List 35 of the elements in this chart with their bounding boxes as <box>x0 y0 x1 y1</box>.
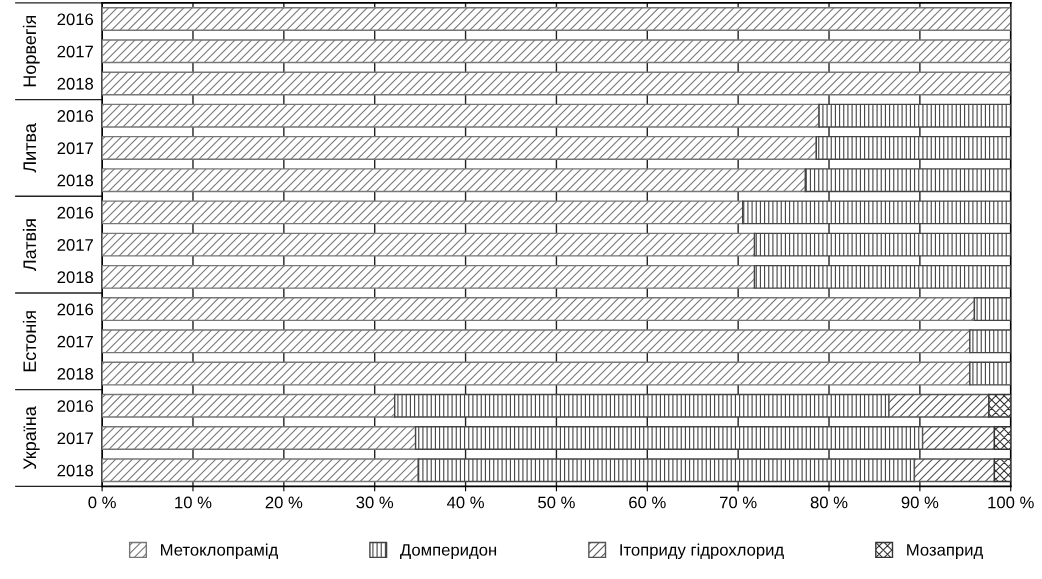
x-tick-label: 20 % <box>265 496 303 509</box>
text: Естонія <box>22 311 37 372</box>
y-tick-label: 2017 <box>57 142 93 155</box>
x-tick-label: 10 % <box>175 496 212 509</box>
x-tick-label: 0 % <box>88 496 116 509</box>
x-tick-label: 50 % <box>538 496 575 509</box>
legend-label: Метоклопрамід <box>161 543 278 560</box>
y-tick-label: 2018 <box>57 367 94 380</box>
text: Норвегія <box>22 16 40 87</box>
y-tick-label: 2016 <box>57 206 94 219</box>
x-tick-label: 60 % <box>629 496 666 509</box>
x-tick-label: 30 % <box>356 496 394 509</box>
text: Україна <box>23 406 40 470</box>
y-tick-label: 2018 <box>57 174 94 187</box>
y-tick-label: 2018 <box>57 271 94 284</box>
text: Латвія <box>22 219 37 272</box>
x-tick-label: 70 % <box>720 496 757 509</box>
y-tick-label: 2016 <box>57 303 94 316</box>
y-tick-label: 2017 <box>57 432 93 445</box>
y-tick-label: 2018 <box>57 464 94 477</box>
y-tick-label: 2017 <box>57 239 93 251</box>
legend-label: Ітоприду гідрохлорид <box>620 543 784 560</box>
x-tick-label: 80 % <box>810 496 848 509</box>
y-tick-label: 2016 <box>57 400 94 412</box>
x-tick-label: 90 % <box>901 496 939 509</box>
y-tick-label: 2017 <box>57 45 93 58</box>
x-tick-label: 100 % <box>988 496 1034 509</box>
y-tick-label: 2016 <box>57 13 94 26</box>
x-tick-label: 40 % <box>446 496 484 509</box>
legend-label: Домперидон <box>400 544 497 560</box>
legend-label: Мозаприд <box>907 544 983 560</box>
y-tick-label: 2016 <box>57 110 94 122</box>
text: Литва <box>23 123 37 173</box>
y-tick-label: 2017 <box>57 335 93 348</box>
y-tick-label: 2018 <box>57 77 94 90</box>
